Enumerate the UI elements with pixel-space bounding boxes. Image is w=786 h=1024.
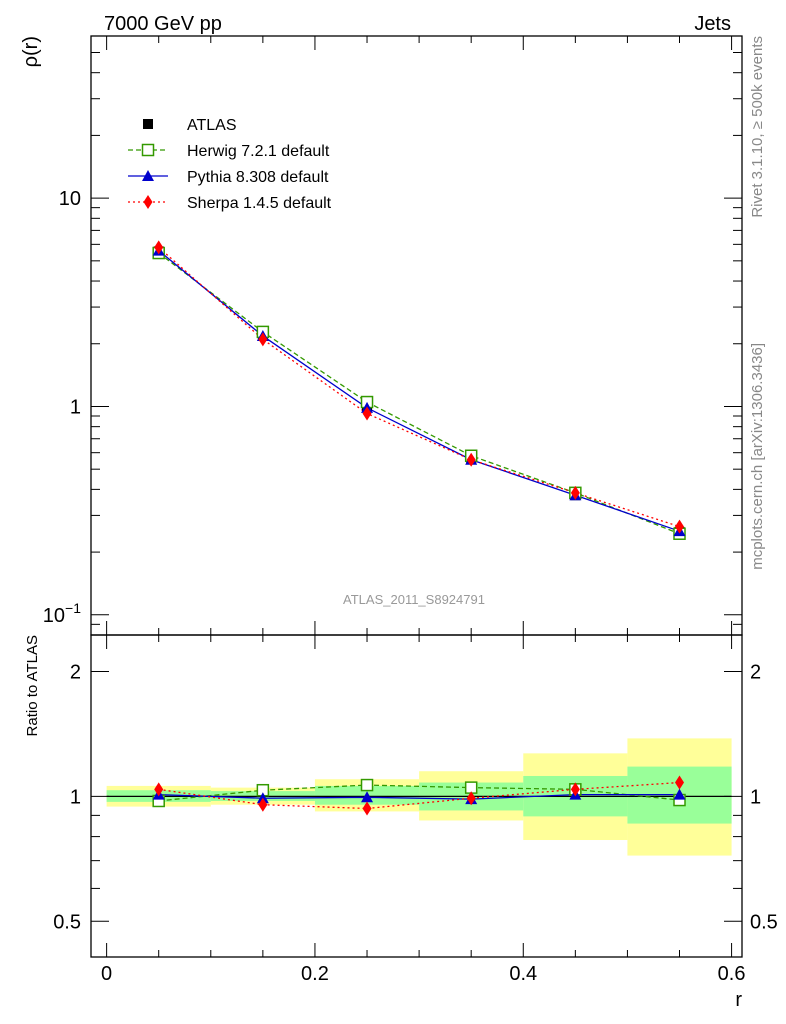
y-tick-label-right: 1 [750, 786, 761, 808]
sherpa-marker [362, 801, 372, 816]
y-tick-label: 1 [70, 396, 81, 418]
atlas-marker [143, 119, 153, 129]
sherpa-marker [675, 519, 685, 534]
series-line [158, 784, 680, 802]
y-tick-label: 0.5 [53, 911, 81, 933]
y-tick-label-right: 0.5 [750, 911, 778, 933]
x-tick-label: 0.6 [718, 963, 746, 985]
y-tick-label: 2 [70, 662, 81, 684]
lower-y-axis-label: Ratio to ATLAS [24, 635, 41, 736]
y-tick-label: 1 [70, 786, 81, 808]
legend-label: ATLAS [187, 117, 237, 134]
sherpa-marker [362, 406, 372, 421]
herwig-marker [141, 143, 155, 157]
sherpa-marker [466, 791, 476, 806]
upper-data-layer [152, 240, 686, 540]
upper-axes: 10−1 1 10 [43, 35, 742, 636]
legend-label: Sherpa 1.4.5 default [187, 195, 332, 212]
sherpa-marker [154, 782, 164, 797]
legend: ATLAS Herwig 7.2.1 default Pythia 8.308 de… [128, 117, 332, 212]
rivet-version-label: Rivet 3.1.10, ≥ 500k events [749, 36, 766, 218]
x-tick-label: 0 [101, 963, 112, 985]
y-tick-label: 10 [59, 188, 81, 210]
series-line [158, 250, 680, 532]
y-tick-exponent: −1 [65, 600, 81, 616]
x-axis-label: r [735, 989, 742, 1011]
series-line [158, 252, 680, 535]
x-tick-label: 0.2 [301, 963, 329, 985]
pythia-marker [361, 791, 374, 803]
y-tick-label-right: 2 [750, 662, 761, 684]
sherpa-marker [466, 452, 476, 467]
sherpa-marker [258, 797, 268, 812]
sherpa-marker [258, 332, 268, 347]
lower-axes: 0 0.2 0.4 0.6 0.5 0.5 1 1 2 2 [53, 635, 778, 985]
sherpa-marker [143, 195, 153, 209]
series-line [158, 793, 680, 800]
sherpa-marker [154, 240, 164, 255]
series-line [158, 781, 680, 810]
source-reference-label: mcplots.cern.ch [arXiv:1306.3436] [749, 343, 766, 570]
herwig-marker [360, 778, 374, 792]
legend-label: Pythia 8.308 default [187, 169, 329, 186]
header-left: 7000 GeV pp [104, 13, 222, 35]
header-right: Jets [694, 13, 731, 35]
series-line [158, 246, 680, 528]
y-tick-label: 10−1 [43, 600, 81, 627]
sherpa-marker [570, 485, 580, 500]
analysis-id-label: ATLAS_2011_S8924791 [343, 592, 485, 607]
upper-y-axis-label: ρ(r) [20, 36, 42, 67]
sherpa-marker [570, 782, 580, 797]
legend-label: Herwig 7.2.1 default [187, 143, 330, 160]
lower-data-layer [106, 738, 732, 856]
pythia-marker [673, 788, 686, 800]
sherpa-marker [675, 775, 685, 790]
x-tick-label: 0.4 [509, 963, 537, 985]
pythia-marker [142, 170, 154, 181]
